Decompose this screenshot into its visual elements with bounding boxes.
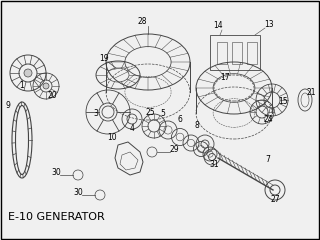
Text: 17: 17 [220,73,230,82]
Text: 8: 8 [195,121,199,130]
Text: 30: 30 [73,188,83,197]
Circle shape [24,69,32,77]
Text: 21: 21 [306,88,316,97]
Text: 24: 24 [263,115,273,124]
Text: 27: 27 [270,195,280,204]
Text: 7: 7 [266,155,270,164]
Text: 30: 30 [51,168,61,177]
Text: 20: 20 [47,91,57,101]
Text: 4: 4 [130,124,134,133]
Text: 13: 13 [264,20,274,29]
Text: 28: 28 [137,17,147,26]
Text: 25: 25 [145,108,155,117]
Circle shape [43,83,49,89]
Text: 19: 19 [99,54,109,63]
Text: 15: 15 [278,97,288,106]
Text: 9: 9 [5,101,11,109]
Text: 31: 31 [209,160,219,169]
Text: 6: 6 [178,115,182,124]
Text: 3: 3 [93,109,99,118]
Text: 10: 10 [107,133,117,142]
Text: E-10 GENERATOR: E-10 GENERATOR [8,212,105,222]
Text: 1: 1 [20,82,24,90]
Text: 29: 29 [169,145,179,154]
Text: 5: 5 [161,109,165,118]
Text: 14: 14 [213,21,223,30]
